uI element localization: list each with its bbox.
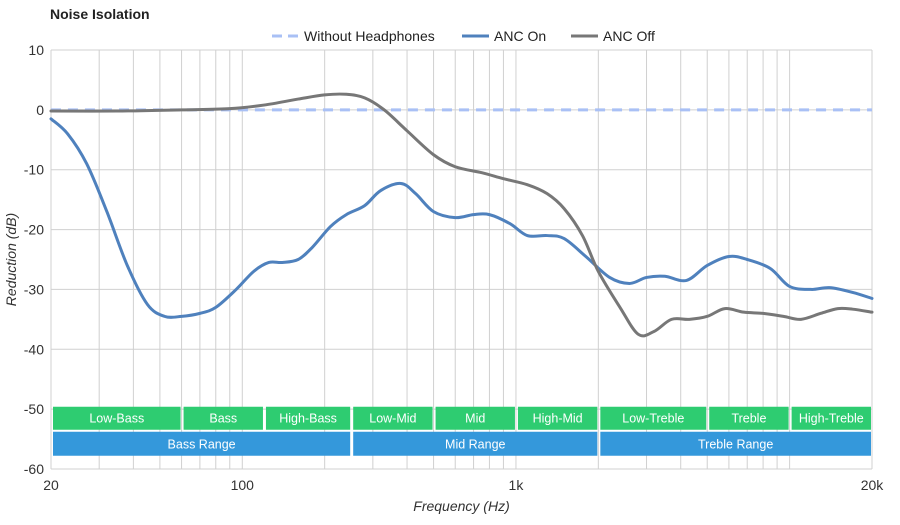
range-band — [600, 406, 707, 430]
legend-label-anc-off: ANC Off — [603, 28, 655, 44]
range-group-label: Mid Range — [445, 438, 505, 452]
range-group-label: Bass Range — [168, 438, 236, 452]
range-band-label: High-Mid — [533, 412, 583, 426]
x-tick-label: 100 — [231, 477, 255, 493]
range-band — [53, 406, 181, 430]
series-line-anc-on — [49, 117, 874, 319]
y-axis-title: Reduction (dB) — [3, 213, 19, 306]
y-tick-label: 0 — [36, 102, 44, 118]
range-band — [435, 406, 515, 430]
x-axis-title: Frequency (Hz) — [413, 498, 509, 514]
range-band-label: High-Treble — [799, 412, 864, 426]
range-band — [183, 406, 263, 430]
range-group-label: Treble Range — [698, 438, 773, 452]
y-tick-label: -20 — [24, 222, 44, 238]
range-band — [265, 406, 351, 430]
y-tick-label: 10 — [28, 42, 44, 58]
x-tick-label: 1k — [509, 477, 525, 493]
y-tick-label: -50 — [24, 401, 44, 417]
legend-label-anc-on: ANC On — [494, 28, 546, 44]
y-tick-label: -40 — [24, 341, 44, 357]
legend-label-without-headphones: Without Headphones — [304, 28, 435, 44]
range-group — [600, 431, 871, 456]
series-line-anc-off — [49, 92, 874, 338]
x-tick-label: 20k — [861, 477, 885, 493]
range-band — [709, 406, 789, 430]
y-tick-label: -10 — [24, 162, 44, 178]
range-band-label: High-Bass — [279, 412, 337, 426]
range-band-label: Low-Bass — [89, 412, 144, 426]
range-band-label: Low-Treble — [622, 412, 684, 426]
range-band — [791, 406, 871, 430]
range-band-label: Low-Mid — [369, 412, 416, 426]
range-band — [353, 406, 433, 430]
range-group — [353, 431, 598, 456]
range-band-label: Bass — [209, 412, 237, 426]
y-tick-label: -60 — [24, 461, 44, 477]
range-band — [517, 406, 598, 430]
range-band-label: Treble — [731, 412, 766, 426]
chart-title: Noise Isolation — [50, 6, 150, 22]
range-band-label: Mid — [465, 412, 485, 426]
y-tick-label: -30 — [24, 281, 44, 297]
x-tick-label: 20 — [43, 477, 59, 493]
range-group — [53, 431, 351, 456]
